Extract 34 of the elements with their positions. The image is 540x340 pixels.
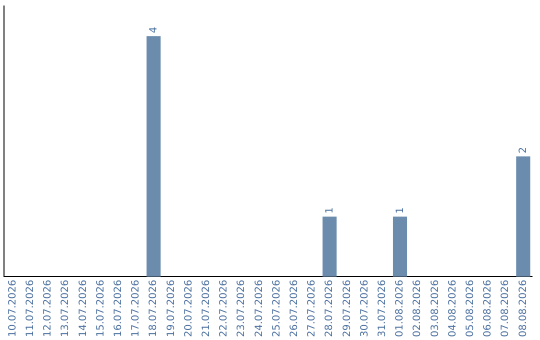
x-tick-label: 31.07.2026 (376, 280, 388, 338)
x-tick-label: 26.07.2026 (288, 280, 300, 338)
x-tick-label: 29.07.2026 (342, 280, 353, 338)
x-tick-label: 20.07.2026 (183, 280, 194, 338)
data-label: 1 (395, 207, 406, 214)
x-tick-label: 08.08.2026 (518, 280, 529, 338)
x-tick-label: 24.07.2026 (254, 280, 265, 338)
data-label: 2 (518, 147, 530, 154)
x-tick-label: 07.08.2026 (500, 280, 512, 338)
x-tick-label: 04.08.2026 (447, 280, 458, 338)
x-tick-label: 05.08.2026 (464, 280, 476, 338)
x-tick-label: 18.07.2026 (148, 280, 160, 338)
x-tick-label: 01.08.2026 (394, 280, 406, 338)
x-tick-label: 16.07.2026 (112, 280, 124, 338)
x-tick-label: 12.07.2026 (42, 280, 54, 338)
x-tick-label: 14.07.2026 (78, 280, 89, 338)
x-tick-label: 02.08.2026 (412, 280, 424, 338)
x-tick-label: 27.07.2026 (306, 280, 318, 338)
x-tick-label: 28.07.2026 (324, 280, 336, 338)
x-tick-label: 06.08.2026 (482, 280, 494, 338)
x-tick-label: 10.07.2026 (7, 280, 18, 338)
x-tick-label: 03.08.2026 (430, 280, 441, 338)
data-label: 1 (324, 207, 336, 214)
x-tick-label: 30.07.2026 (359, 280, 370, 338)
data-label: 4 (148, 26, 160, 34)
x-tick-label: 19.07.2026 (166, 280, 177, 338)
x-tick-label: 11.07.2026 (24, 280, 36, 338)
x-tick-label: 23.07.2026 (236, 280, 248, 338)
x-tick-label: 21.07.2026 (200, 280, 212, 338)
x-tick-label: 15.07.2026 (95, 280, 106, 338)
x-tick-label: 22.07.2026 (218, 280, 230, 338)
x-tick-label: 25.07.2026 (271, 280, 282, 338)
x-tick-label: 17.07.2026 (130, 280, 142, 338)
x-tick-label: 13.07.2026 (60, 280, 72, 338)
